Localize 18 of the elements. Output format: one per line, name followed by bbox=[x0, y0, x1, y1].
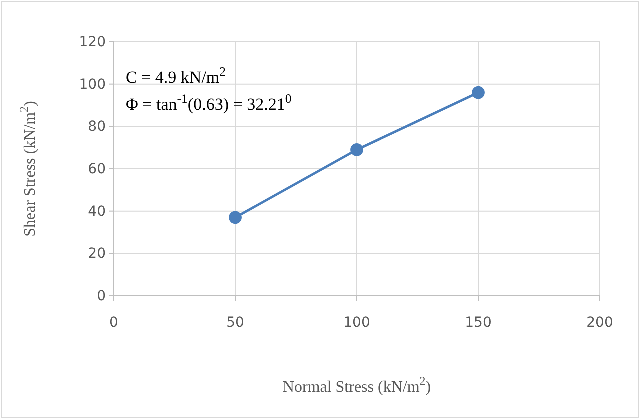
x-axis-title: Normal Stress (kN/m$^{2}$) bbox=[282, 374, 432, 396]
y-tick-label: 120 bbox=[79, 34, 106, 50]
y-tick-label: 20 bbox=[88, 246, 106, 262]
point bbox=[472, 86, 485, 100]
annotation: Φ = tan$^{-1}$(0.63) = 32.21$^{0}$ bbox=[126, 92, 292, 114]
y-tick-label: 80 bbox=[88, 119, 106, 136]
point bbox=[229, 211, 242, 224]
x-tick-label: 50 bbox=[226, 314, 244, 331]
x-tick-label: 200 bbox=[586, 314, 614, 331]
y-tick-label: 40 bbox=[88, 204, 106, 220]
annotation: C = 4.9 kN/m$^{2}$ bbox=[126, 65, 226, 87]
y-tick-label: 0 bbox=[97, 288, 106, 304]
y-tick-label: 100 bbox=[79, 76, 106, 93]
x-tick-label: 0 bbox=[110, 314, 118, 331]
x-tick-label: 150 bbox=[465, 314, 492, 331]
x-tick-label: 100 bbox=[344, 314, 370, 331]
y-tick-label: 60 bbox=[88, 161, 106, 178]
point bbox=[350, 144, 364, 156]
